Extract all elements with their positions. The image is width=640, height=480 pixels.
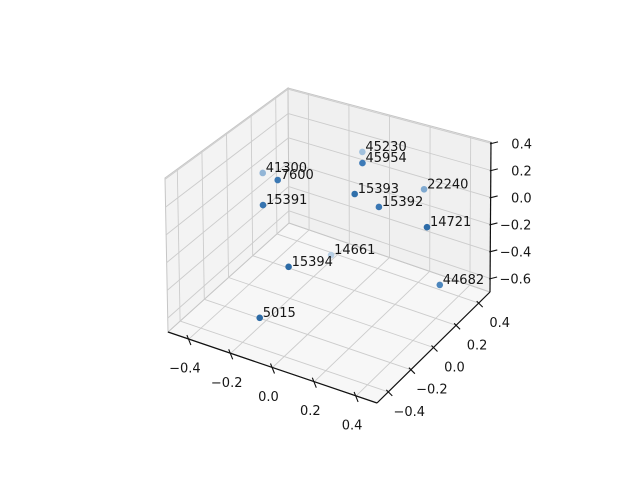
x-tick-mark bbox=[353, 391, 359, 403]
grid-line-leftwall-y bbox=[250, 114, 254, 256]
z-tick-mark bbox=[489, 249, 498, 253]
y-tick-mark bbox=[385, 389, 393, 397]
grid-line-leftwall-z bbox=[166, 186, 290, 291]
data-point-label: 45954 bbox=[365, 151, 406, 166]
grid-line-leftwall-z bbox=[165, 137, 289, 236]
data-point-label: 15392 bbox=[382, 195, 423, 210]
z-axis-line bbox=[489, 141, 492, 293]
z-tick-mark bbox=[489, 168, 498, 172]
grid-line-rightwall-z bbox=[288, 186, 491, 252]
grid-line-leftwall-z bbox=[167, 210, 290, 319]
z-tick-mark bbox=[489, 141, 499, 145]
grid-line-leftwall-z bbox=[164, 88, 289, 180]
data-point bbox=[259, 169, 267, 177]
data-point-label: 7600 bbox=[281, 168, 314, 183]
y-tick-label: 0.2 bbox=[467, 338, 488, 353]
y-tick-mark bbox=[431, 345, 438, 352]
x-tick-label: 0.2 bbox=[300, 404, 321, 419]
grid-line-rightwall-z bbox=[287, 88, 492, 144]
grid-line-floor-y bbox=[204, 298, 412, 371]
z-tick-mark bbox=[489, 195, 498, 199]
z-tick-label: 0.2 bbox=[511, 164, 532, 179]
data-point bbox=[423, 223, 431, 231]
data-point bbox=[359, 159, 366, 167]
x-tick-mark bbox=[269, 363, 276, 374]
data-point bbox=[420, 185, 428, 193]
x-tick-label: 0.0 bbox=[258, 390, 279, 405]
data-point bbox=[327, 251, 335, 259]
data-point bbox=[274, 176, 282, 184]
z-tick-mark bbox=[488, 276, 498, 280]
z-tick-label: 0.4 bbox=[511, 137, 532, 152]
data-point bbox=[256, 314, 264, 322]
data-point-label: 15391 bbox=[266, 193, 307, 208]
x-tick-mark bbox=[311, 377, 317, 388]
grid-line-leftwall-z bbox=[166, 161, 289, 263]
grid-line-floor-y bbox=[276, 233, 479, 304]
z-tick-label: −0.6 bbox=[500, 272, 532, 287]
grid-line-floor-y bbox=[179, 320, 389, 393]
grid-line-rightwall-z bbox=[288, 113, 491, 171]
data-point bbox=[359, 148, 366, 156]
y-tick-label: −0.2 bbox=[416, 383, 448, 398]
y-tick-mark bbox=[453, 322, 461, 330]
y-tick-label: 0.4 bbox=[489, 316, 510, 331]
z-tick-label: 0.0 bbox=[511, 191, 532, 206]
grid-line-leftwall-y bbox=[201, 150, 205, 300]
x-tick-mark bbox=[186, 334, 192, 346]
data-point-label: 22240 bbox=[427, 177, 468, 192]
data-point-label: 44682 bbox=[443, 273, 484, 288]
grid-line-leftwall-y bbox=[226, 132, 229, 278]
data-point-label: 41300 bbox=[266, 161, 307, 176]
grid-line-leftwall-y bbox=[275, 96, 278, 234]
y-tick-mark bbox=[408, 367, 416, 375]
data-point-label: 5015 bbox=[263, 306, 296, 321]
data-point bbox=[285, 263, 292, 271]
y-tick-mark bbox=[476, 300, 484, 308]
grid-line-rightwall-x bbox=[469, 136, 472, 286]
x-tick-label: 0.4 bbox=[342, 418, 363, 433]
x-tick-label: −0.4 bbox=[169, 362, 201, 377]
grid-line-rightwall-z bbox=[288, 137, 491, 198]
y-tick-label: 0.0 bbox=[444, 361, 465, 376]
grid-line-rightwall-x bbox=[307, 93, 310, 230]
data-point-label: 15393 bbox=[358, 182, 399, 197]
z-tick-label: −0.2 bbox=[500, 218, 532, 233]
data-point bbox=[351, 190, 358, 198]
grid-line-rightwall-z bbox=[288, 210, 491, 279]
z-tick-label: −0.4 bbox=[500, 245, 532, 260]
y-tick-label: −0.4 bbox=[394, 405, 426, 420]
data-point bbox=[259, 201, 267, 209]
data-point bbox=[436, 281, 444, 289]
x-tick-label: −0.2 bbox=[211, 376, 243, 391]
grid-line-leftwall-y bbox=[176, 168, 181, 322]
data-point-label: 14661 bbox=[334, 243, 375, 258]
x-tick-mark bbox=[228, 349, 234, 360]
data-point bbox=[375, 203, 383, 211]
z-tick-mark bbox=[489, 222, 498, 226]
grid-line-rightwall-z bbox=[288, 161, 491, 225]
data-point-label: 15394 bbox=[292, 255, 333, 270]
grid-line-leftwall-z bbox=[165, 113, 289, 208]
data-point-label: 14721 bbox=[430, 215, 471, 230]
data-point-label: 45230 bbox=[365, 140, 406, 155]
grid-line-floor-y bbox=[228, 277, 434, 348]
